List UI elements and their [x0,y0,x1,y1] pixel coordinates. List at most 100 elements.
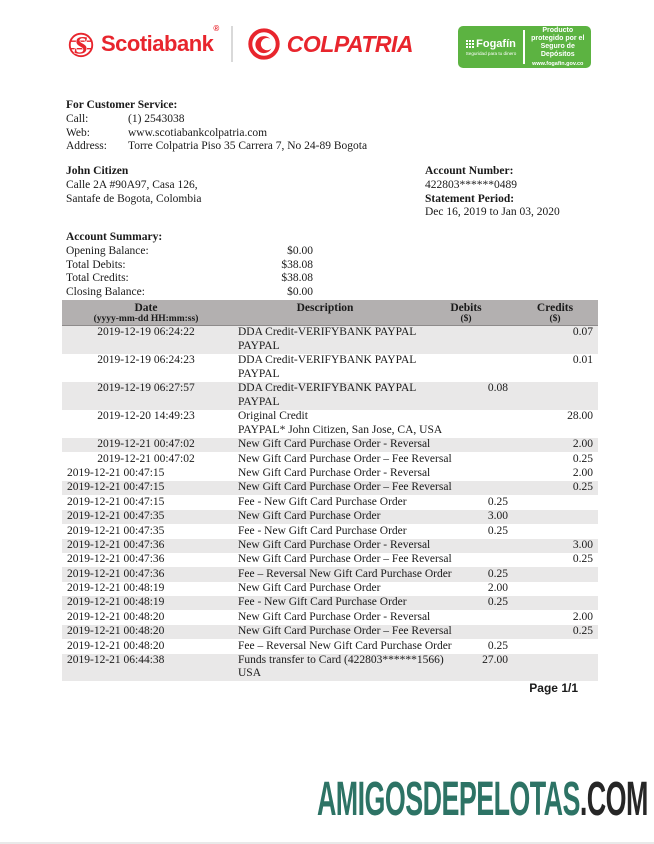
transaction-description: DDA Credit-VERIFYBANK PAYPAL PAYPAL [230,382,420,409]
transaction-row: 2019-12-21 00:47:15 New Gift Card Purcha… [62,467,598,481]
watermark-site-name: AMIGOSDEPELOTAS [317,773,581,826]
customer-service-call-row: Call: (1) 2543038 [66,113,367,127]
transaction-row: 2019-12-21 00:47:36 New Gift Card Purcha… [62,538,598,553]
transaction-credit-amount: 0.25 [572,481,593,494]
account-summary-title: Account Summary: [66,231,163,243]
transaction-description: New Gift Card Purchase Order - Reversal [238,538,431,551]
transaction-date: 2019-12-21 00:47:15 [67,467,165,480]
transaction-debit-amount: 0.25 [487,524,508,537]
scotiabank-wordmark: Scotiabank® [101,24,219,56]
fogafin-brand-section: Fogafín Seguridad para tu dinero [458,26,520,68]
brand-header: S Scotiabank® COLPATRIA [66,22,414,66]
transaction-row: 2019-12-19 06:27:57 DDA Credit-VERIFYBAN… [62,381,598,410]
transaction-date: 2019-12-21 00:47:02 [97,452,195,465]
opening-balance-row: Opening Balance: $0.00 [66,245,313,259]
account-info-block: Account Number: 422803******0489 Stateme… [425,165,560,220]
transaction-description: New Gift Card Purchase Order [238,582,381,595]
colpatria-logo: COLPATRIA [247,27,414,61]
transaction-description: Original Credit PAYPAL* John Citizen, Sa… [238,410,443,436]
transaction-date: 2019-12-21 00:48:19 [67,596,165,609]
transaction-row: 2019-12-21 00:47:35 New Gift Card Purcha… [62,509,598,525]
transaction-date: 2019-12-19 06:24:22 [97,326,195,339]
transaction-credit-amount: 0.25 [572,553,593,566]
transaction-description: New Gift Card Purchase Order – Fee Rever… [238,625,452,638]
colpatria-swirl-icon [247,27,281,61]
account-number-label: Account Number: [425,165,514,177]
transaction-credit-amount: 0.01 [572,354,593,367]
transaction-description: New Gift Card Purchase Order - Reversal [238,467,431,480]
transaction-date: 2019-12-19 06:27:57 [97,382,195,395]
address-label: Address: [66,140,107,153]
web-label: Web: [66,126,90,139]
debits-currency-subheader: ($) [460,314,472,324]
transaction-date: 2019-12-21 06:44:38 [67,653,165,666]
transaction-row: 2019-12-21 00:48:19 Fee - New Gift Card … [62,596,598,611]
fogafin-divider [523,30,525,64]
transaction-description: Fee - New Gift Card Purchase Order [238,495,407,508]
transaction-description: Funds transfer to Card (422803******1566… [238,653,444,680]
transaction-row: 2019-12-21 00:47:36 New Gift Card Purcha… [62,553,598,567]
scotiabank-flying-s-icon: S [66,29,96,59]
call-value: (1) 2543038 [128,112,185,125]
opening-balance-label: Opening Balance: [66,244,149,257]
transaction-credit-amount: 2.00 [572,438,593,451]
fogafin-website: www.fogafin.gov.co [532,61,584,67]
transaction-date: 2019-12-19 06:24:23 [97,354,195,367]
transaction-date: 2019-12-21 00:47:02 [97,438,195,451]
transaction-debit-amount: 2.00 [487,582,508,595]
total-credits-label: Total Credits: [66,272,129,285]
credits-currency-subheader: ($) [549,314,561,324]
transaction-row: 2019-12-21 00:48:20 New Gift Card Purcha… [62,624,598,640]
transaction-debit-amount: 0.25 [487,596,508,609]
total-credits-value: $38.08 [281,272,313,285]
account-holder-address-line2: Santafe de Bogota, Colombia [66,192,202,205]
transaction-credit-amount: 0.25 [572,452,593,465]
opening-balance-value: $0.00 [287,244,313,257]
transaction-description-line2: PAYPAL [238,395,280,408]
transaction-row: 2019-12-21 00:47:15 New Gift Card Purcha… [62,481,598,496]
customer-service-block: For Customer Service: Call: (1) 2543038 … [66,99,367,154]
transaction-description: Fee – Reversal New Gift Card Purchase Or… [238,567,452,580]
svg-text:S: S [74,31,88,59]
account-holder-address-line1: Calle 2A #90A97, Casa 126, [66,178,198,191]
closing-balance-label: Closing Balance: [66,286,145,299]
transaction-debit-amount: 0.25 [487,495,508,508]
transaction-description: New Gift Card Purchase Order - Reversal [238,610,431,623]
date-column-header: Date (yyyy-mm-dd HH:mm:ss) [62,302,230,324]
transaction-credit-amount: 2.00 [572,467,593,480]
registered-trademark-symbol: ® [213,24,219,33]
transaction-row: 2019-12-20 14:49:23 Original Credit PAYP… [62,410,598,438]
transactions-header-row: Date (yyyy-mm-dd HH:mm:ss) Description D… [62,300,598,326]
fogafin-dots-icon [466,40,475,48]
transaction-row: 2019-12-21 00:47:15 Fee - New Gift Card … [62,495,598,509]
fogafin-protection-text: Producto protegido por el Seguro de Depó… [531,27,585,58]
transaction-description: New Gift Card Purchase Order – Fee Rever… [238,481,452,494]
transaction-debit-amount: 27.00 [482,653,508,666]
account-number-value: 422803******0489 [425,178,517,191]
customer-service-address-row: Address: Torre Colpatria Piso 35 Carrera… [66,140,367,154]
transaction-date: 2019-12-21 00:48:19 [67,582,165,595]
transaction-date: 2019-12-21 00:47:36 [67,553,165,566]
transaction-row: 2019-12-21 00:48:20 Fee – Reversal New G… [62,639,598,653]
page-number: Page 1/1 [529,681,578,695]
fogafin-protection-section: Producto protegido por el Seguro de Depó… [528,26,592,68]
description-column-header: Description [296,302,354,314]
transaction-description: New Gift Card Purchase Order – Fee Rever… [238,452,452,465]
closing-balance-value: $0.00 [287,286,313,299]
transaction-row: 2019-12-19 06:24:23 DDA Credit-VERIFYBAN… [62,354,598,382]
statement-period-label: Statement Period: [425,192,515,205]
transaction-date: 2019-12-21 00:48:20 [67,639,165,652]
transaction-description: Fee - New Gift Card Purchase Order [238,524,407,537]
total-credits-row: Total Credits: $38.08 [66,272,313,286]
watermark-domain-suffix: .COM [580,773,649,826]
account-holder-block: John Citizen Calle 2A #90A97, Casa 126, … [66,165,201,206]
transaction-date: 2019-12-21 00:47:35 [67,524,165,537]
transaction-credit-amount: 3.00 [572,538,593,551]
total-debits-label: Total Debits: [66,258,126,271]
transaction-description-line2: PAYPAL [238,339,280,352]
fogafin-tagline: Seguridad para tu dinero [465,50,517,56]
transaction-debit-amount: 0.08 [487,382,508,395]
watermark-banner: AMIGOSDEPELOTAS.COM [317,774,648,826]
transaction-credit-amount: 0.07 [572,326,593,339]
transaction-debit-amount: 3.00 [487,510,508,523]
